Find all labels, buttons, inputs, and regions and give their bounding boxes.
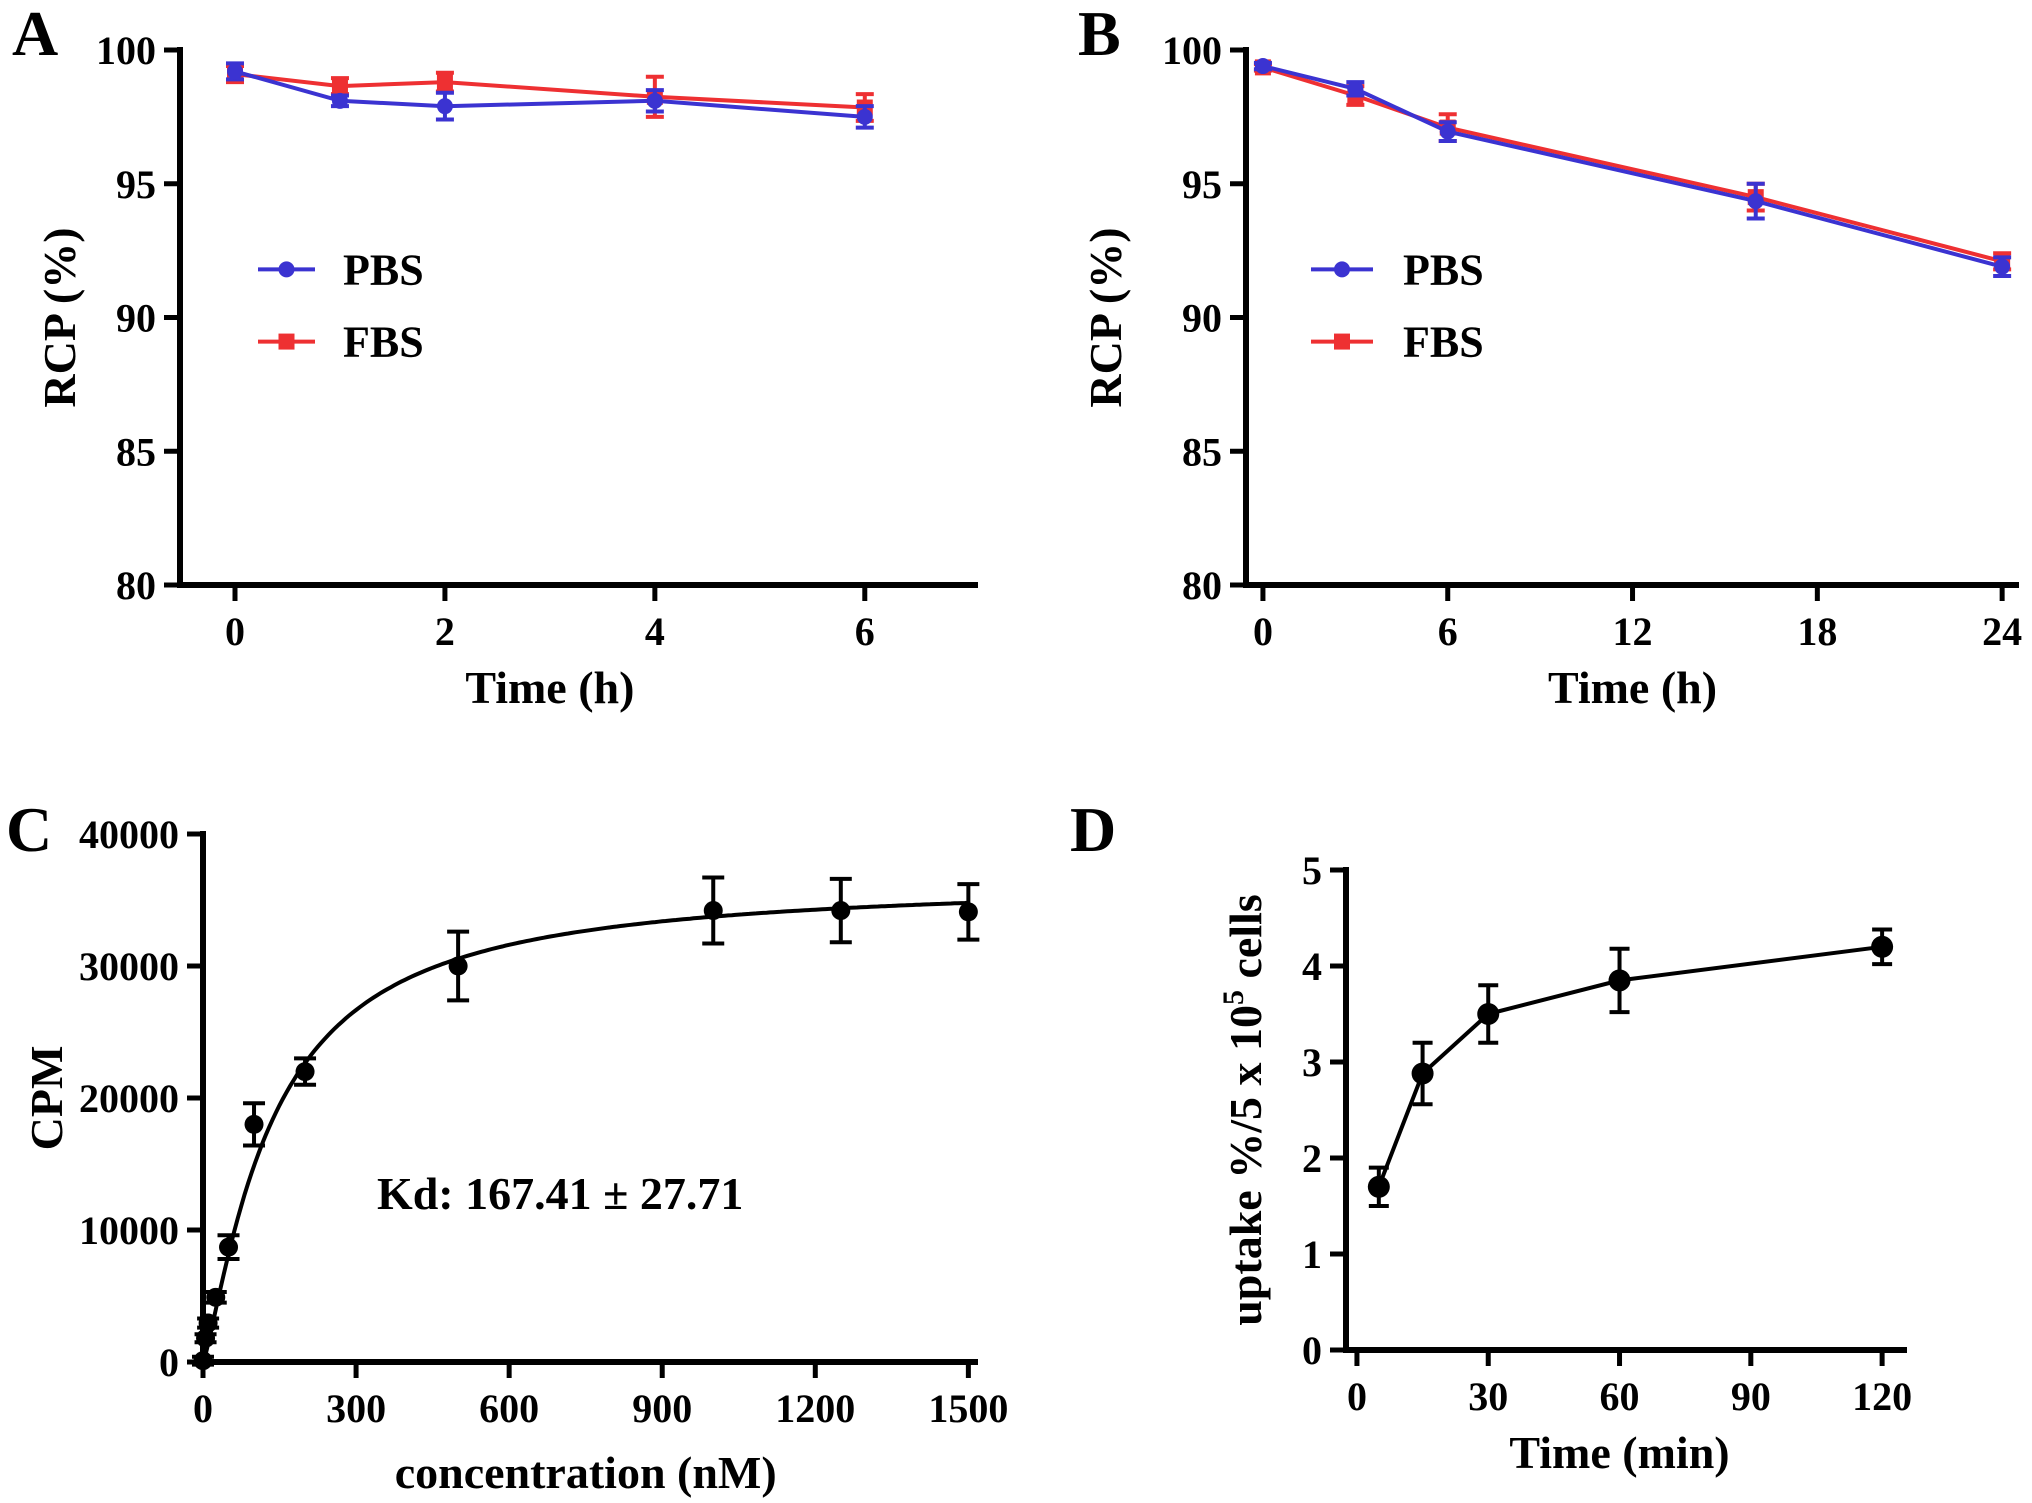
svg-text:12: 12: [1613, 609, 1653, 654]
svg-text:100: 100: [96, 28, 156, 73]
panel-letter-b: B: [1078, 0, 1121, 69]
panel-letter-a: A: [12, 0, 59, 69]
svg-text:Time (min): Time (min): [1509, 1427, 1729, 1478]
svg-text:Time (h): Time (h): [465, 662, 634, 713]
svg-text:0: 0: [1302, 1328, 1322, 1373]
svg-text:10000: 10000: [79, 1208, 179, 1253]
svg-text:CPM: CPM: [21, 1046, 72, 1151]
svg-text:85: 85: [1182, 429, 1222, 474]
svg-text:60: 60: [1600, 1374, 1640, 1419]
chart-d-cell-uptake: 0 30 60 90 120 0 1 2 3 4 5 Time (min) uptake %/5 x 1…: [1217, 848, 1912, 1478]
svg-text:concentration (nM): concentration (nM): [395, 1447, 777, 1498]
svg-text:0: 0: [159, 1340, 179, 1385]
svg-text:90: 90: [1731, 1374, 1771, 1419]
chart-b-rcp-pbs-fbs-24h: 0 6 12 18 24 80 85 90 95 100 PBS FBS Time (h) RCP (%): [1080, 28, 2022, 713]
svg-text:95: 95: [116, 162, 156, 207]
panel-b: B 0 6 12 18 24 80 85 90 95 100 PBS FBS Time (h) RCP (…: [1016, 0, 2032, 750]
svg-text:90: 90: [1182, 296, 1222, 341]
panel-d: D 0 30 60 90 120 0 1 2 3 4 5 Time (min) uptake %/5 x…: [1016, 750, 2032, 1503]
svg-text:90: 90: [116, 296, 156, 341]
svg-text:Time (h): Time (h): [1548, 662, 1717, 713]
svg-text:0: 0: [193, 1386, 213, 1431]
svg-text:1200: 1200: [775, 1386, 855, 1431]
svg-text:30: 30: [1468, 1374, 1508, 1419]
svg-text:5: 5: [1302, 848, 1322, 893]
svg-text:95: 95: [1182, 162, 1222, 207]
svg-text:3: 3: [1302, 1040, 1322, 1085]
svg-text:1: 1: [1302, 1232, 1322, 1277]
svg-text:6: 6: [1438, 609, 1458, 654]
svg-text:uptake %/5 x 105 cells: uptake %/5 x 105 cells: [1217, 894, 1271, 1326]
svg-text:2: 2: [435, 609, 455, 654]
svg-text:80: 80: [1182, 563, 1222, 608]
svg-text:1500: 1500: [928, 1386, 1008, 1431]
svg-text:FBS: FBS: [1403, 318, 1484, 367]
svg-text:80: 80: [116, 563, 156, 608]
svg-text:0: 0: [225, 609, 245, 654]
svg-text:4: 4: [645, 609, 665, 654]
svg-text:RCP (%): RCP (%): [34, 227, 85, 407]
panel-a: A 0 2 4 6 80 85 90 95 100 PBS FBS Time (h) RCP (%): [0, 0, 1016, 750]
svg-text:24: 24: [1982, 609, 2022, 654]
svg-text:2: 2: [1302, 1136, 1322, 1181]
svg-text:18: 18: [1797, 609, 1837, 654]
panel-letter-d: D: [1070, 794, 1117, 865]
svg-text:85: 85: [116, 429, 156, 474]
svg-text:6: 6: [855, 609, 875, 654]
svg-text:900: 900: [632, 1386, 692, 1431]
svg-text:30000: 30000: [79, 944, 179, 989]
chart-c-saturation-binding: 0 300 600 900 1200 1500 0 10000 20000 30000 40000 K…: [21, 812, 1008, 1498]
svg-text:20000: 20000: [79, 1076, 179, 1121]
svg-text:4: 4: [1302, 944, 1322, 989]
svg-text:0: 0: [1347, 1374, 1367, 1419]
svg-text:0: 0: [1253, 609, 1273, 654]
svg-text:Kd: 167.41 ± 27.71: Kd: 167.41 ± 27.71: [377, 1168, 743, 1219]
svg-text:600: 600: [479, 1386, 539, 1431]
panel-c: C 0 300 600 900 1200 1500 0 10000 20000 30000 4000…: [0, 750, 1016, 1503]
svg-text:100: 100: [1162, 28, 1222, 73]
chart-a-rcp-pbs-fbs-6h: 0 2 4 6 80 85 90 95 100 PBS FBS Time (h) RCP (%): [34, 28, 978, 713]
svg-text:120: 120: [1852, 1374, 1912, 1419]
svg-text:PBS: PBS: [343, 245, 424, 294]
svg-text:RCP (%): RCP (%): [1080, 227, 1131, 407]
svg-text:300: 300: [326, 1386, 386, 1431]
panel-letter-c: C: [6, 794, 53, 865]
svg-text:40000: 40000: [79, 812, 179, 857]
svg-text:FBS: FBS: [343, 318, 424, 367]
svg-text:PBS: PBS: [1403, 245, 1484, 294]
